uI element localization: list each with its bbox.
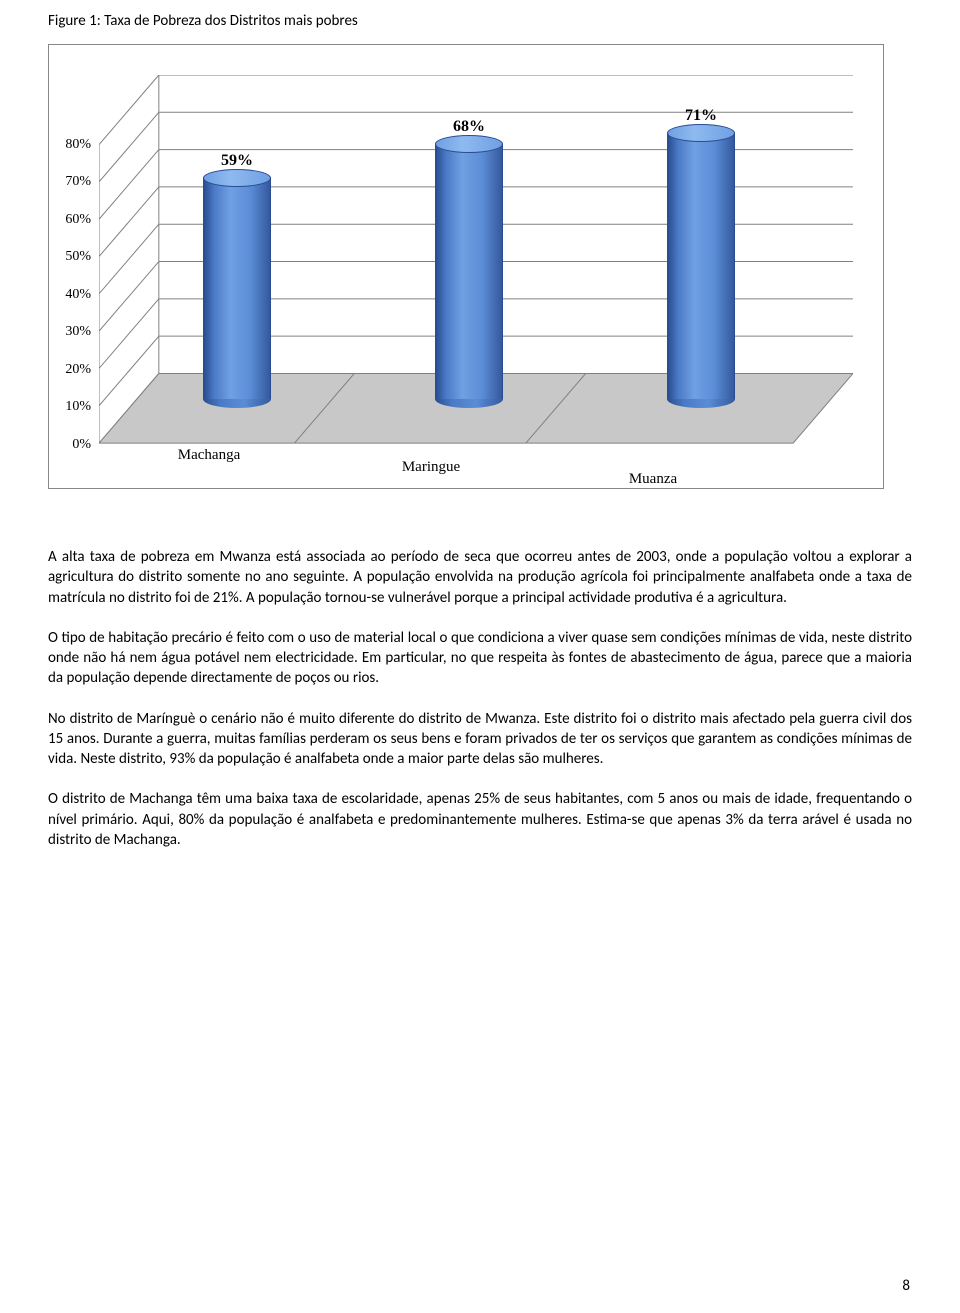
chart-value-label-0: 59%: [221, 152, 253, 170]
paragraph-2: O tipo de habitação precário é feito com…: [48, 628, 912, 689]
ytick-7: 70%: [65, 174, 91, 190]
ytick-4: 40%: [65, 287, 91, 303]
ytick-2: 20%: [65, 362, 91, 378]
ytick-6: 60%: [65, 212, 91, 228]
ytick-8: 80%: [65, 137, 91, 153]
paragraph-4: O distrito de Machanga têm uma baixa tax…: [48, 789, 912, 850]
figure-title: Figure 1: Taxa de Pobreza dos Distritos …: [48, 12, 912, 30]
paragraph-3: No distrito de Marínguè o cenário não é …: [48, 709, 912, 770]
ytick-0: 0%: [72, 437, 91, 453]
chart-value-label-2: 71%: [685, 107, 717, 125]
chart-category-label-1: Maringue: [402, 459, 460, 476]
ytick-3: 30%: [65, 324, 91, 340]
page-number: 8: [902, 1277, 910, 1295]
chart-container: 0% 10% 20% 30% 40% 50% 60% 70% 80% 59%: [48, 44, 884, 489]
ytick-1: 10%: [65, 399, 91, 415]
chart-category-label-2: Muanza: [629, 471, 677, 488]
paragraph-1: A alta taxa de pobreza em Mwanza está as…: [48, 547, 912, 608]
chart-plot-area: 0% 10% 20% 30% 40% 50% 60% 70% 80% 59%: [99, 75, 853, 458]
ytick-5: 50%: [65, 249, 91, 265]
chart-value-label-1: 68%: [453, 118, 485, 136]
chart-category-label-0: Machanga: [178, 447, 240, 464]
